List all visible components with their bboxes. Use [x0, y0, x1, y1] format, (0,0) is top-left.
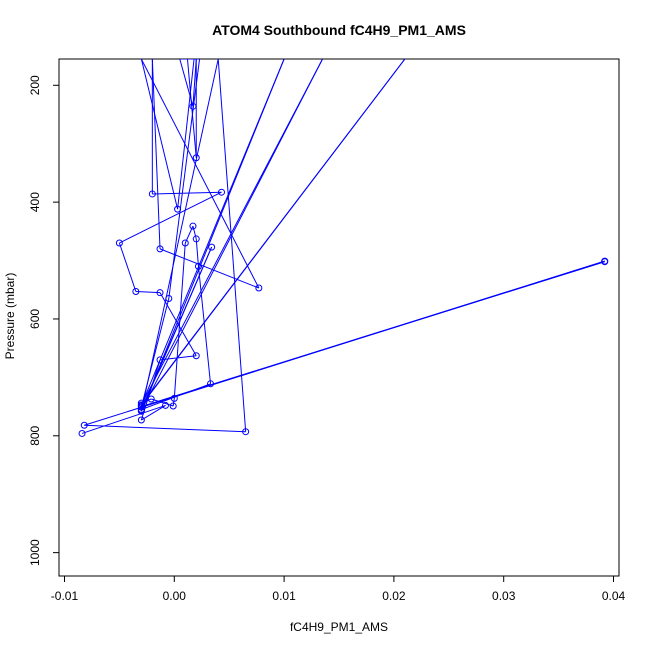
series-segment [140, 59, 323, 406]
series-segment [192, 59, 197, 107]
series-layer [78, 59, 609, 437]
series-segment [159, 248, 260, 289]
data-point [192, 352, 200, 360]
series-segment [152, 191, 222, 195]
y-tick-label: 600 [28, 309, 42, 329]
data-point [208, 243, 216, 251]
data-point [147, 395, 155, 403]
y-tick-label: 400 [28, 192, 42, 212]
series-segment [192, 225, 197, 240]
data-point [601, 258, 609, 266]
series-segment [186, 59, 197, 158]
series-segment [84, 424, 246, 433]
data-point [242, 428, 250, 436]
series-segment [140, 59, 406, 406]
x-tick-label: 0.03 [492, 589, 516, 603]
x-axis-label: fC4H9_PM1_AMS [290, 620, 388, 634]
data-point [192, 154, 200, 162]
data-point [156, 245, 164, 253]
series-segment [140, 59, 260, 289]
series-segment [135, 291, 161, 294]
data-point [255, 284, 263, 292]
x-tick-label: -0.01 [51, 589, 79, 603]
data-point [165, 295, 173, 303]
x-tick-label: 0.01 [272, 589, 296, 603]
data-point [137, 403, 145, 411]
series-segment [217, 59, 247, 432]
x-axis: -0.01 0.00 0.01 0.02 0.03 0.04 [51, 576, 626, 603]
data-point [156, 289, 164, 297]
plot-frame [58, 58, 620, 577]
x-tick-label: 0.00 [163, 589, 187, 603]
data-point [148, 190, 156, 198]
chart-title: ATOM4 Southbound fC4H9_PM1_AMS [212, 22, 466, 38]
data-point [115, 239, 123, 247]
series-segment [141, 261, 605, 408]
data-point [194, 262, 202, 270]
data-point [137, 416, 145, 424]
y-axis: 200 400 600 800 1000 [28, 75, 59, 566]
data-point [170, 394, 178, 402]
series-segment [177, 59, 195, 210]
data-point [192, 235, 200, 243]
series-segment [140, 59, 179, 210]
series-segment [81, 404, 166, 434]
series-segment [195, 238, 199, 267]
series-segment [118, 242, 137, 292]
series-segment [151, 59, 161, 249]
data-point [181, 239, 189, 247]
series-segment [140, 59, 219, 412]
x-tick-label: 0.04 [602, 589, 626, 603]
y-tick-label: 1000 [28, 539, 42, 566]
data-point [174, 205, 182, 213]
data-point [189, 222, 197, 230]
y-axis-label: Pressure (mbar) [3, 273, 17, 360]
data-point [189, 102, 197, 110]
series-segment [141, 404, 166, 421]
data-point [169, 402, 177, 410]
series-segment [151, 398, 174, 407]
y-tick-label: 800 [28, 425, 42, 445]
x-tick-label: 0.02 [382, 589, 406, 603]
series-segment [119, 191, 222, 244]
series-segment [197, 266, 212, 384]
data-point [218, 188, 226, 196]
data-point [78, 429, 86, 437]
data-point [132, 288, 140, 296]
series-segment [168, 59, 201, 299]
data-point [162, 401, 170, 409]
data-point [207, 380, 215, 388]
series-segment [172, 398, 175, 407]
series-segment [140, 59, 285, 412]
data-point [156, 356, 164, 364]
data-point [80, 421, 88, 429]
data-point [137, 407, 145, 415]
y-tick-label: 200 [28, 75, 42, 95]
